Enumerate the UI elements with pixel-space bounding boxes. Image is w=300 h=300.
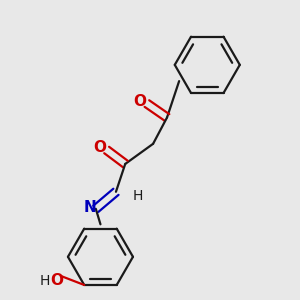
Text: N: N: [83, 200, 96, 215]
Text: O: O: [93, 140, 106, 155]
Text: O: O: [134, 94, 147, 109]
Text: H: H: [132, 189, 143, 203]
Text: H: H: [40, 274, 50, 288]
Text: O: O: [50, 272, 63, 287]
